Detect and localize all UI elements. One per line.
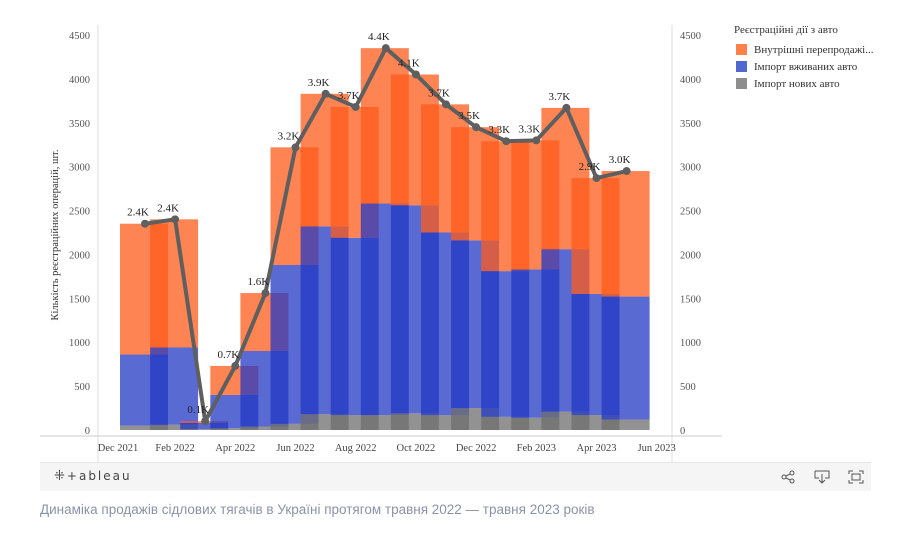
legend-item-domestic[interactable]: Внутрішні перепродажі... bbox=[736, 41, 874, 58]
y2-tick-label: 1000 bbox=[680, 338, 701, 349]
y-axis-title: Кількість реєстраційних операцій, шт. bbox=[50, 150, 61, 321]
x-tick-label: Feb 2023 bbox=[517, 443, 556, 454]
chart: 0 0 500 500 1000 1000 1500 1500 2000 2000 2500 2500… bbox=[40, 25, 722, 462]
data-label: 4.1K bbox=[398, 58, 420, 70]
total-point bbox=[231, 361, 240, 370]
total-point bbox=[351, 102, 360, 111]
bar-segment bbox=[601, 296, 650, 420]
total-point bbox=[291, 143, 300, 152]
y-tick-label: 3500 bbox=[69, 119, 90, 130]
total-point bbox=[261, 289, 270, 298]
bar-segment bbox=[240, 426, 289, 430]
y2-tick-label: 1500 bbox=[680, 294, 701, 305]
total-point bbox=[381, 44, 390, 53]
bar-segment bbox=[210, 428, 259, 430]
data-label: 3.7K bbox=[338, 90, 360, 102]
y2-tick-label: 2000 bbox=[680, 250, 701, 261]
y-tick-label: 2000 bbox=[69, 250, 90, 261]
logo-text: +ableau bbox=[66, 469, 132, 483]
total-point bbox=[442, 100, 450, 109]
data-label: 3.9K bbox=[308, 77, 330, 89]
y-tick-label: 4000 bbox=[69, 75, 90, 86]
y2-tick-label: 500 bbox=[680, 382, 696, 393]
y2-tick-label: 3000 bbox=[680, 163, 701, 174]
x-tick-label: Apr 2022 bbox=[215, 443, 255, 454]
legend: Реєстраційні дії з авто Внутрішні перепр… bbox=[734, 24, 874, 92]
x-tick-label: Jun 2023 bbox=[638, 443, 676, 454]
bar-segment bbox=[180, 422, 229, 430]
bar-segment bbox=[180, 429, 229, 430]
legend-item-new-import[interactable]: Імпорт нових авто bbox=[736, 75, 874, 92]
data-label: 1.6K bbox=[248, 276, 270, 288]
y-tick-label: 0 bbox=[85, 426, 90, 437]
total-point bbox=[622, 167, 631, 176]
total-point bbox=[562, 103, 571, 112]
data-label: 3.3K bbox=[518, 123, 540, 135]
data-label: 0.1K bbox=[187, 404, 209, 416]
bar-segment bbox=[150, 347, 199, 425]
total-point bbox=[592, 174, 601, 183]
bar-segment bbox=[601, 419, 650, 430]
x-tick-label: Dec 2022 bbox=[456, 443, 497, 454]
x-tick-label: Oct 2022 bbox=[397, 443, 436, 454]
x-tick-label: Apr 2023 bbox=[577, 443, 617, 454]
total-point bbox=[321, 89, 330, 98]
x-tick-label: Dec 2021 bbox=[98, 443, 139, 454]
legend-label: Внутрішні перепродажі... bbox=[754, 43, 874, 56]
data-label: 3.7K bbox=[549, 91, 571, 103]
x-tick-label: Aug 2022 bbox=[335, 443, 377, 454]
total-point bbox=[472, 123, 481, 132]
data-label: 0.7K bbox=[217, 349, 239, 361]
data-label: 4.4K bbox=[368, 31, 390, 43]
data-label: 3.5K bbox=[458, 110, 480, 122]
fullscreen-icon[interactable] bbox=[846, 467, 866, 487]
y-tick-label: 3000 bbox=[69, 163, 90, 174]
bar-segment bbox=[150, 424, 199, 430]
total-point bbox=[171, 215, 180, 224]
y-tick-label: 4500 bbox=[69, 31, 90, 42]
legend-label: Імпорт вживаних авто bbox=[754, 60, 858, 73]
legend-title: Реєстраційні дії з авто bbox=[734, 24, 838, 36]
total-point bbox=[502, 137, 511, 146]
data-label: 3.7K bbox=[428, 87, 450, 99]
y2-tick-label: 0 bbox=[680, 426, 685, 437]
data-label: 2.9K bbox=[579, 161, 601, 173]
data-label: 3.0K bbox=[609, 154, 631, 166]
y2-tick-label: 4000 bbox=[680, 75, 701, 86]
tableau-toolbar: ⁜+ableau bbox=[40, 462, 871, 491]
y-tick-label: 500 bbox=[74, 382, 90, 393]
total-point bbox=[532, 136, 541, 145]
y-tick-label: 1500 bbox=[69, 294, 90, 305]
y2-tick-label: 2500 bbox=[680, 207, 701, 218]
x-tick-label: Feb 2022 bbox=[155, 443, 194, 454]
data-label: 2.4K bbox=[127, 207, 149, 219]
legend-label: Імпорт нових авто bbox=[754, 77, 840, 90]
data-label: 3.3K bbox=[488, 124, 510, 136]
total-point bbox=[201, 417, 210, 426]
legend-item-used-import[interactable]: Імпорт вживаних авто bbox=[736, 58, 874, 75]
caption: Динаміка продажів сідлових тягачів в Укр… bbox=[40, 502, 595, 517]
total-point bbox=[141, 219, 149, 228]
download-icon[interactable] bbox=[812, 467, 832, 487]
x-tick-label: Jun 2022 bbox=[276, 443, 314, 454]
y2-tick-label: 4500 bbox=[680, 31, 701, 42]
y-tick-label: 1000 bbox=[69, 338, 90, 349]
share-icon[interactable] bbox=[778, 467, 798, 487]
data-label: 3.2K bbox=[278, 130, 300, 142]
y2-tick-label: 3500 bbox=[680, 119, 701, 130]
bar-segment bbox=[601, 171, 650, 297]
tableau-logo[interactable]: ⁜+ableau bbox=[54, 469, 132, 484]
data-label: 2.4K bbox=[157, 202, 179, 214]
bar-segment bbox=[120, 425, 168, 430]
y-tick-label: 2500 bbox=[69, 207, 90, 218]
bar-segment bbox=[270, 423, 319, 430]
total-point bbox=[411, 70, 420, 79]
